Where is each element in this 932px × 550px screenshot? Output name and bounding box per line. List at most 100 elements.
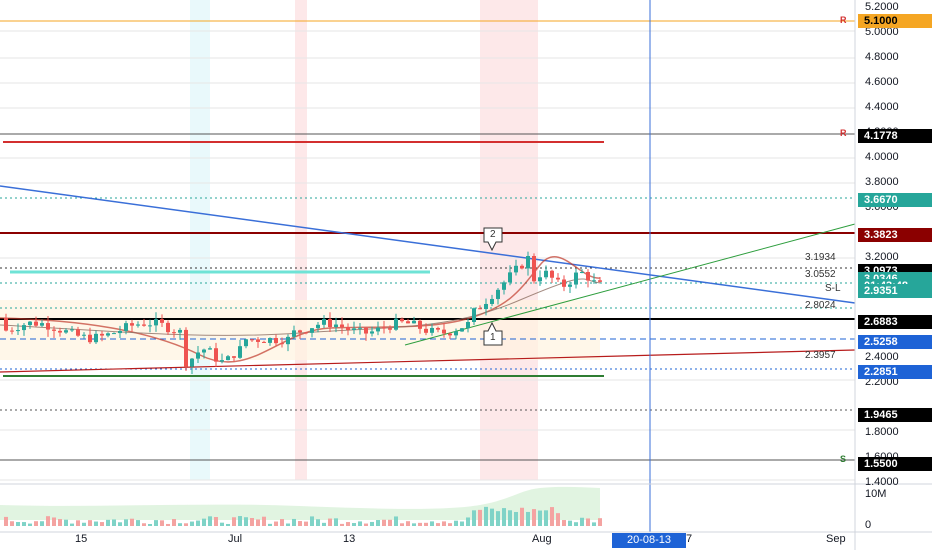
candle[interactable] — [100, 330, 104, 342]
candle[interactable] — [172, 329, 176, 338]
candle[interactable] — [364, 327, 368, 341]
candle[interactable] — [316, 321, 320, 333]
candle[interactable] — [466, 318, 470, 333]
candle[interactable] — [496, 288, 500, 305]
candle[interactable] — [268, 337, 272, 346]
candle[interactable] — [16, 323, 20, 336]
candle[interactable] — [310, 327, 314, 338]
candle[interactable] — [550, 269, 554, 284]
candle[interactable] — [370, 326, 374, 337]
candle[interactable] — [478, 305, 482, 310]
candle[interactable] — [130, 319, 134, 332]
candle[interactable] — [382, 320, 386, 334]
candle[interactable] — [82, 332, 86, 339]
candle[interactable] — [592, 273, 596, 284]
callout-2[interactable] — [483, 227, 503, 252]
candle[interactable] — [148, 319, 152, 333]
candle[interactable] — [502, 280, 506, 295]
candle[interactable] — [340, 317, 344, 334]
candle[interactable] — [520, 264, 524, 270]
candle[interactable] — [40, 319, 44, 328]
candle[interactable] — [328, 312, 332, 332]
candle[interactable] — [442, 322, 446, 338]
candle[interactable] — [256, 337, 260, 348]
candle[interactable] — [406, 318, 410, 324]
candle[interactable] — [508, 265, 512, 286]
candle[interactable] — [166, 320, 170, 335]
candle[interactable] — [598, 276, 602, 283]
candle[interactable] — [490, 294, 494, 307]
candle[interactable] — [106, 332, 110, 338]
candle[interactable] — [226, 354, 230, 361]
candle[interactable] — [430, 323, 434, 336]
candle[interactable] — [178, 327, 182, 340]
candle[interactable] — [304, 331, 308, 335]
candle[interactable] — [514, 259, 518, 276]
candlesticks[interactable] — [4, 251, 602, 375]
candle[interactable] — [580, 269, 584, 274]
candle[interactable] — [388, 325, 392, 334]
candle[interactable] — [322, 315, 326, 328]
candle[interactable] — [568, 281, 572, 294]
candle[interactable] — [10, 327, 14, 335]
candle[interactable] — [400, 317, 404, 323]
callout-1[interactable] — [483, 321, 503, 346]
candle[interactable] — [64, 328, 68, 334]
candle[interactable] — [142, 318, 146, 327]
candle[interactable] — [46, 316, 50, 337]
candle[interactable] — [352, 321, 356, 335]
candle[interactable] — [208, 346, 212, 350]
candle[interactable] — [244, 338, 248, 349]
candle[interactable] — [22, 322, 26, 336]
candle[interactable] — [58, 327, 62, 337]
candle[interactable] — [418, 319, 422, 334]
candle[interactable] — [472, 307, 476, 326]
candle[interactable] — [562, 275, 566, 292]
candle[interactable] — [70, 326, 74, 332]
candle[interactable] — [124, 320, 128, 335]
candle[interactable] — [52, 326, 56, 339]
candle[interactable] — [112, 332, 116, 335]
candle[interactable] — [154, 312, 158, 332]
candle[interactable] — [34, 316, 38, 327]
trendline-green[interactable] — [404, 223, 856, 346]
candle[interactable] — [4, 313, 8, 332]
candle[interactable] — [136, 321, 140, 328]
candle[interactable] — [214, 342, 218, 367]
candle[interactable] — [28, 321, 32, 329]
candle[interactable] — [286, 334, 290, 352]
candle[interactable] — [76, 326, 80, 337]
trendline-blue[interactable] — [0, 185, 856, 304]
candle[interactable] — [586, 269, 590, 288]
candle[interactable] — [424, 323, 428, 336]
candle[interactable] — [334, 317, 338, 333]
candle[interactable] — [556, 273, 560, 283]
candle[interactable] — [184, 327, 188, 371]
candle[interactable] — [118, 325, 122, 338]
candle[interactable] — [262, 340, 266, 343]
candle[interactable] — [346, 323, 350, 336]
candle[interactable] — [394, 313, 398, 331]
candle[interactable] — [196, 345, 200, 364]
candle[interactable] — [274, 334, 278, 347]
candle[interactable] — [292, 325, 296, 339]
candle[interactable] — [88, 327, 92, 344]
candle[interactable] — [460, 328, 464, 332]
candle[interactable] — [232, 356, 236, 362]
candle[interactable] — [538, 270, 542, 286]
candle[interactable] — [190, 357, 194, 375]
candle[interactable] — [250, 338, 254, 343]
candle[interactable] — [526, 251, 530, 276]
candle[interactable] — [448, 332, 452, 340]
candle[interactable] — [220, 353, 224, 364]
candle[interactable] — [574, 268, 578, 289]
candle[interactable] — [376, 321, 380, 336]
candle[interactable] — [436, 326, 440, 333]
trendline-red[interactable] — [0, 349, 856, 373]
candle[interactable] — [202, 348, 206, 359]
candle[interactable] — [238, 339, 242, 359]
candle[interactable] — [454, 328, 458, 340]
candle[interactable] — [358, 323, 362, 335]
